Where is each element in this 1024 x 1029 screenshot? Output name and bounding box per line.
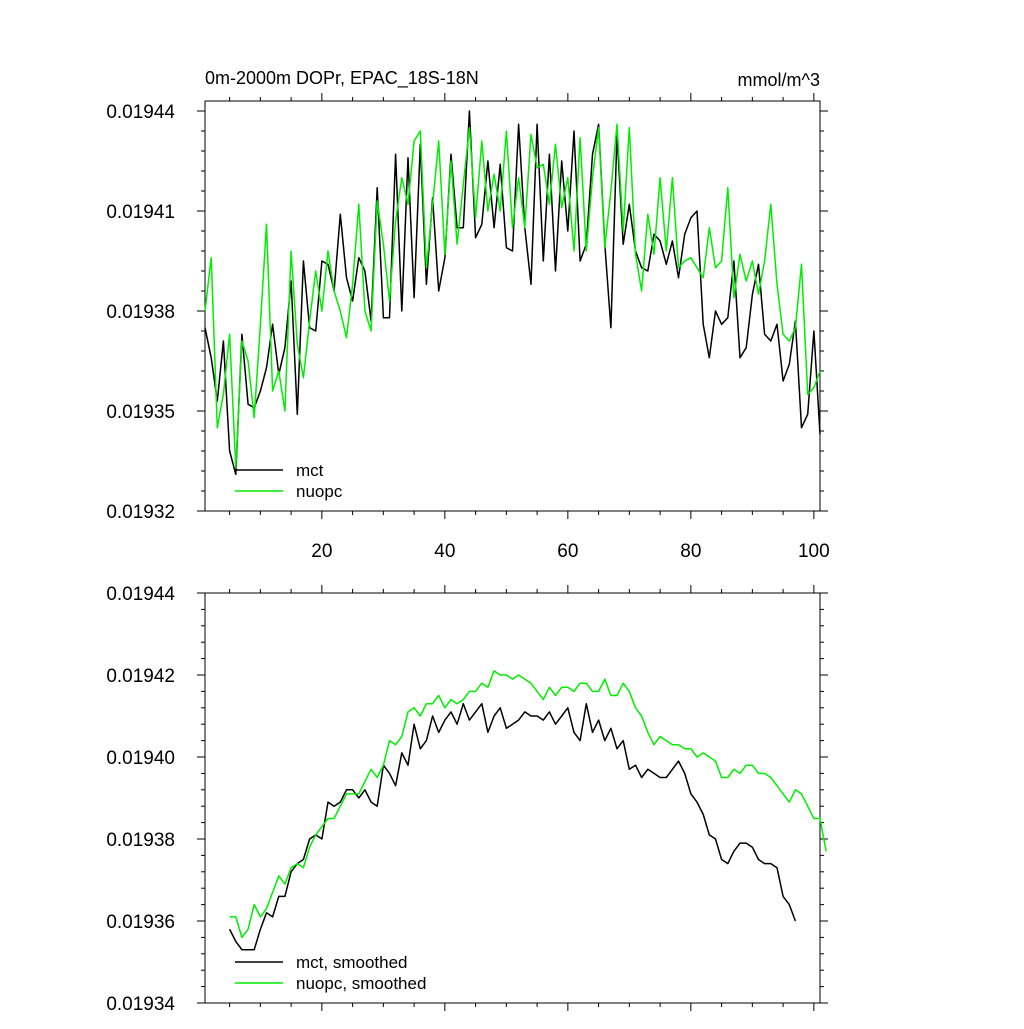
bottom-panel: 0.01934 0.01936 0.01938 0.01940 0.01942 0.019… (106, 584, 828, 1015)
y-tick-label: 0.01938 (106, 302, 175, 323)
x-tick-label: 40 (434, 541, 455, 562)
top-series-group (204, 110, 821, 476)
top-plot-frame (204, 100, 821, 512)
y-tick-label: 0.01942 (106, 666, 175, 687)
bottom-plot-frame (204, 592, 821, 1004)
top-legend: mct nuopc (235, 461, 343, 501)
y-tick-label: 0.01940 (106, 748, 175, 769)
series-line-nuopc (204, 123, 821, 469)
y-tick-label: 0.01932 (106, 502, 175, 523)
legend-label-nuopc-smoothed: nuopc, smoothed (296, 974, 426, 993)
legend-label-mct-smoothed: mct, smoothed (296, 953, 408, 972)
x-tick-label: 100 (798, 541, 830, 562)
units-label: mmol/m^3 (738, 70, 820, 90)
bottom-y-axis: 0.01934 0.01936 0.01938 0.01940 0.01942 0.019… (106, 584, 828, 1015)
y-tick-label: 0.01936 (106, 912, 175, 933)
chart-title: 0m-2000m DOPr, EPAC_18S-18N (205, 68, 479, 89)
y-tick-label: 0.01941 (106, 202, 175, 223)
top-y-axis: 0.01932 0.01935 0.01938 0.01941 0.01944 (106, 102, 828, 523)
top-panel: 0m-2000m DOPr, EPAC_18S-18N mmol/m^3 0.0… (106, 68, 829, 562)
y-tick-label: 0.01944 (106, 102, 175, 123)
series-line-nuopc-smoothed (229, 670, 827, 939)
legend-label-nuopc: nuopc (296, 482, 343, 501)
bottom-legend: mct, smoothed nuopc, smoothed (235, 953, 426, 993)
series-line-mct (204, 110, 821, 476)
y-tick-label: 0.01944 (106, 584, 175, 605)
y-tick-label: 0.01938 (106, 830, 175, 851)
x-tick-label: 80 (680, 541, 701, 562)
x-tick-label: 60 (557, 541, 578, 562)
legend-label-mct: mct (296, 461, 324, 480)
x-tick-label: 20 (311, 541, 332, 562)
bottom-x-axis (229, 585, 815, 1011)
y-tick-label: 0.01935 (106, 402, 175, 423)
top-x-axis: 20 40 60 80 100 (229, 93, 830, 562)
bottom-series-group (228, 670, 827, 951)
series-line-mct-smoothed (228, 702, 797, 951)
y-tick-label: 0.01934 (106, 994, 175, 1015)
